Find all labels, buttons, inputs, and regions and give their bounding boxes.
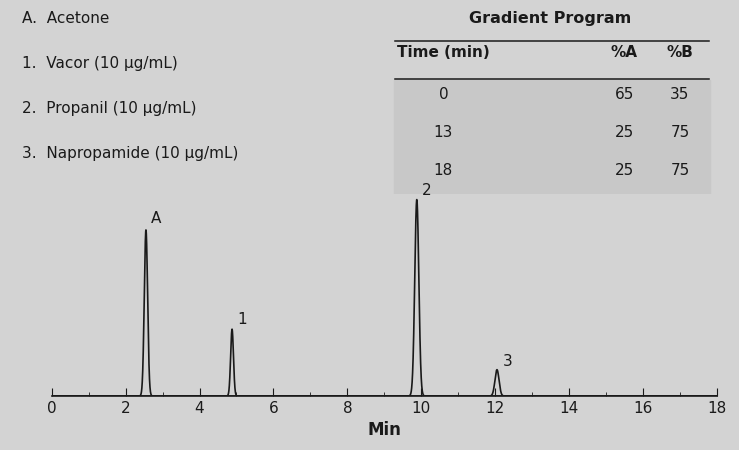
Text: 35: 35 — [670, 87, 689, 102]
Text: 2: 2 — [422, 183, 432, 198]
Text: 3.  Napropamide (10 μg/mL): 3. Napropamide (10 μg/mL) — [22, 146, 239, 161]
Text: 13: 13 — [434, 125, 453, 140]
Text: A: A — [151, 211, 161, 226]
X-axis label: Min: Min — [367, 421, 401, 439]
Text: 18: 18 — [434, 163, 453, 178]
Text: 25: 25 — [615, 163, 634, 178]
Text: Gradient Program: Gradient Program — [469, 11, 632, 26]
Text: 0: 0 — [438, 87, 449, 102]
Text: Time (min): Time (min) — [397, 45, 490, 60]
Text: 1.  Vacor (10 μg/mL): 1. Vacor (10 μg/mL) — [22, 56, 178, 71]
Text: 25: 25 — [615, 125, 634, 140]
Text: 2.  Propanil (10 μg/mL): 2. Propanil (10 μg/mL) — [22, 101, 197, 116]
Text: 3: 3 — [503, 354, 512, 369]
Text: 1: 1 — [237, 312, 247, 327]
Text: 75: 75 — [670, 125, 689, 140]
Text: A.  Acetone: A. Acetone — [22, 11, 109, 26]
Text: 65: 65 — [615, 87, 634, 102]
Text: %A: %A — [611, 45, 638, 60]
Text: %B: %B — [667, 45, 693, 60]
Text: 75: 75 — [670, 163, 689, 178]
